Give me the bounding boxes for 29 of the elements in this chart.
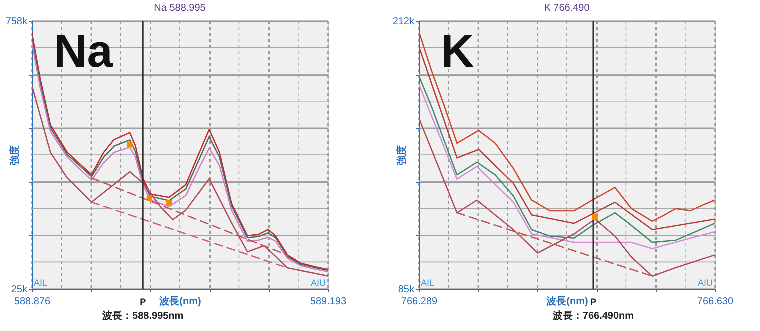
y-axis-title: 強度 <box>396 146 408 166</box>
y-axis-title: 強度 <box>8 146 21 166</box>
ref-line-label: P <box>140 297 146 307</box>
annotation: AIU <box>310 278 326 288</box>
x-tick-label: 589.193 <box>310 296 348 308</box>
x-axis-title: 波長(nm) <box>158 296 202 308</box>
annotation: AIU <box>698 278 713 288</box>
point <box>166 200 172 206</box>
chart-title: Na 588.995 <box>154 3 206 14</box>
y-tick-label: 25k <box>11 284 28 296</box>
y-tick-label: 212k <box>392 16 416 28</box>
x-axis-title: 波長(nm) <box>546 296 588 308</box>
annotation: Na <box>54 25 114 77</box>
ref-line-label: P <box>590 297 596 307</box>
y-tick-label: 758k <box>6 16 28 28</box>
chart-title: K 766.490 <box>544 3 590 14</box>
x-tick-label: 766.289 <box>401 296 438 308</box>
x-tick-label: 766.630 <box>697 296 734 308</box>
text: 波長：588.995nm <box>102 310 184 322</box>
x-tick-label: 588.876 <box>14 296 52 308</box>
point <box>127 142 133 148</box>
text: 波長：766.490nm <box>552 310 634 322</box>
line-series <box>419 117 715 277</box>
point <box>146 196 152 202</box>
annotation: AIL <box>421 278 435 288</box>
y-tick-label: 85k <box>398 284 416 296</box>
line-series <box>32 84 328 277</box>
annotation: K <box>441 25 474 77</box>
annotation: AIL <box>34 278 48 288</box>
